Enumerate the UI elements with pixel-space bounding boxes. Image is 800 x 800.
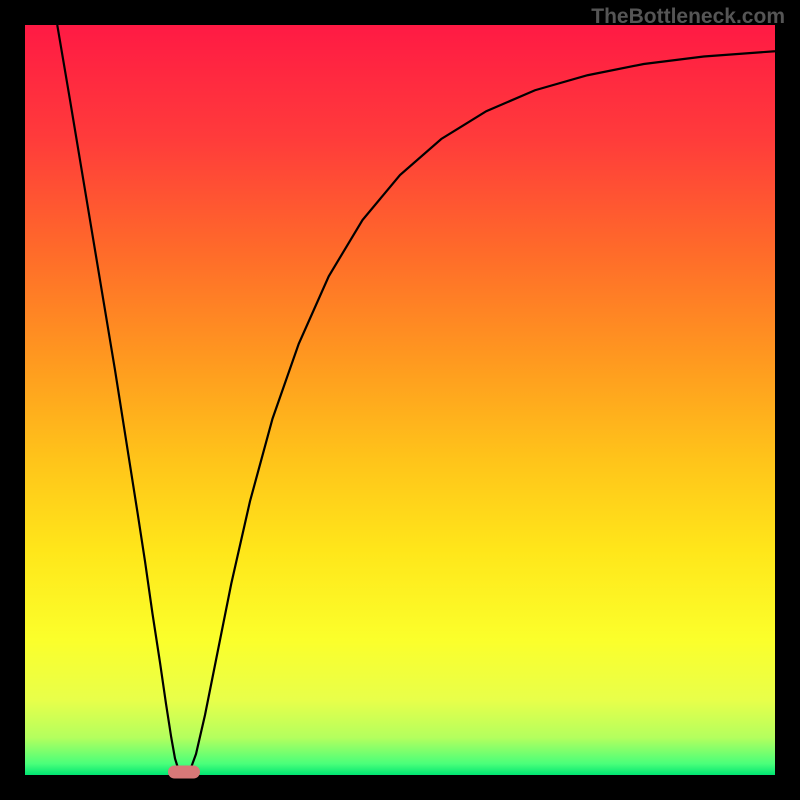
watermark-text: TheBottleneck.com <box>591 5 785 29</box>
chart-plot-area <box>25 25 775 775</box>
bottleneck-curve <box>25 25 775 775</box>
optimal-point-marker <box>168 766 200 779</box>
